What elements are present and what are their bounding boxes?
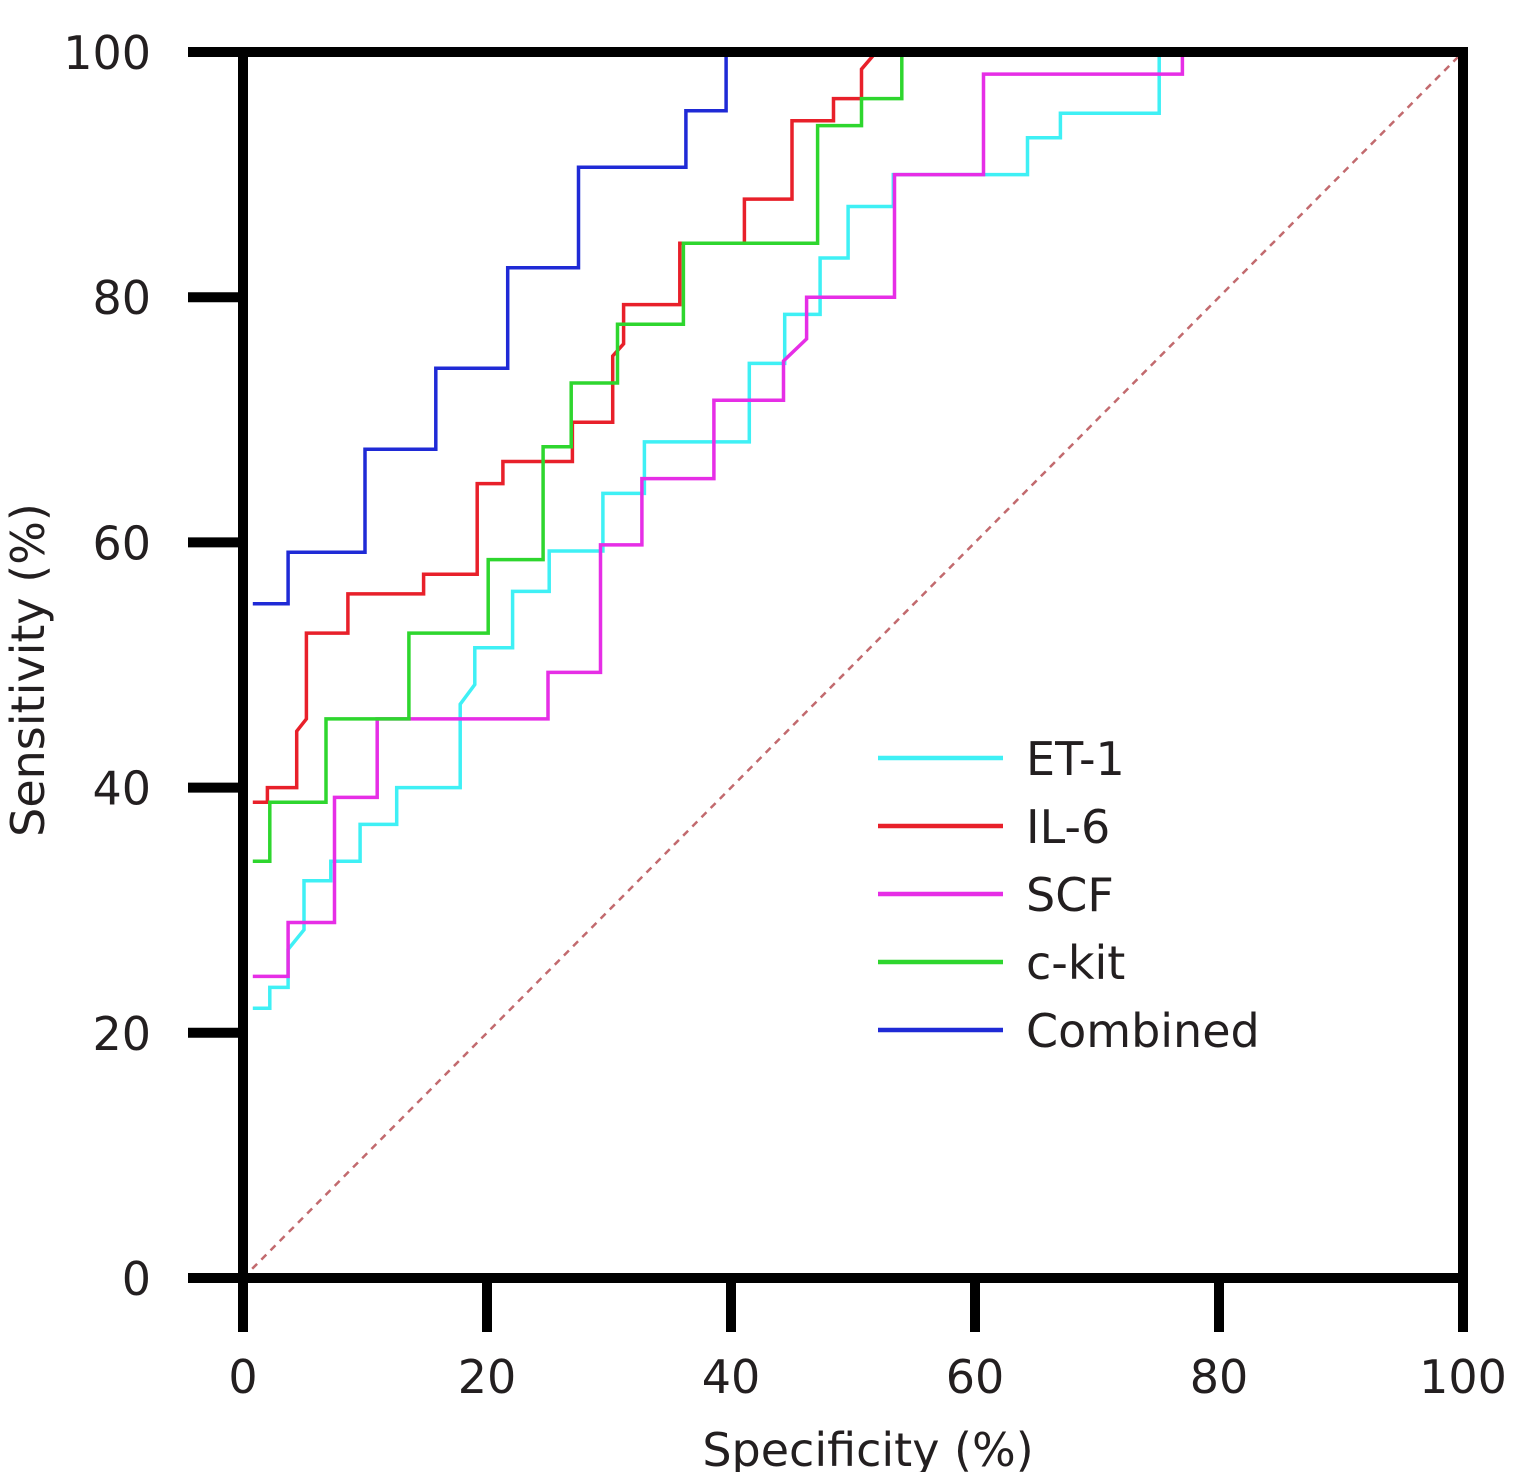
legend-item-c-kit: c-kit: [878, 936, 1125, 990]
series-line-scf: [252, 52, 1185, 979]
x-tick-label: 60: [946, 1350, 1005, 1404]
x-tick-label: 0: [228, 1350, 257, 1404]
series-line-c-kit: [252, 52, 904, 863]
x-axis-title: Specificity (%): [702, 1423, 1033, 1472]
x-tick-label: 20: [458, 1350, 517, 1404]
y-tick-label: 20: [92, 1007, 151, 1061]
x-tick-label: 40: [702, 1350, 761, 1404]
plot-frame: [188, 47, 1468, 1332]
x-tick-label: 100: [1419, 1350, 1507, 1404]
legend-label: c-kit: [1026, 936, 1125, 990]
x-tick-label: 80: [1190, 1350, 1249, 1404]
legend-item-combined: Combined: [878, 1004, 1260, 1058]
series-line-il-6: [252, 50, 878, 805]
series-line-et-1: [252, 52, 1161, 1011]
legend-item-scf: SCF: [878, 868, 1114, 922]
legend-label: ET-1: [1026, 732, 1125, 786]
legend-item-et-1: ET-1: [878, 732, 1125, 786]
y-tick-label: 80: [92, 271, 151, 325]
tick-marks: [188, 47, 1468, 1332]
series-line-combined: [252, 52, 728, 606]
reference-diagonal-line: [242, 51, 1464, 1279]
legend-label: SCF: [1026, 868, 1114, 922]
series-layer: [252, 50, 1185, 1011]
y-tick-label: 40: [92, 762, 151, 816]
y-tick-label: 100: [63, 26, 151, 80]
reference-line-layer: [242, 51, 1464, 1279]
legend-item-il-6: IL-6: [878, 800, 1110, 854]
legend-label: IL-6: [1026, 800, 1110, 854]
legend-label: Combined: [1026, 1004, 1260, 1058]
y-axis-title: Sensitivity (%): [1, 503, 55, 837]
y-tick-label: 60: [92, 516, 151, 570]
tick-labels: 0 20 40 60 80 100 0 20 40 60 80 100: [63, 26, 1507, 1404]
legend: ET-1 IL-6 SCF c-kit Combined: [878, 732, 1260, 1058]
y-tick-label: 0: [122, 1252, 151, 1306]
